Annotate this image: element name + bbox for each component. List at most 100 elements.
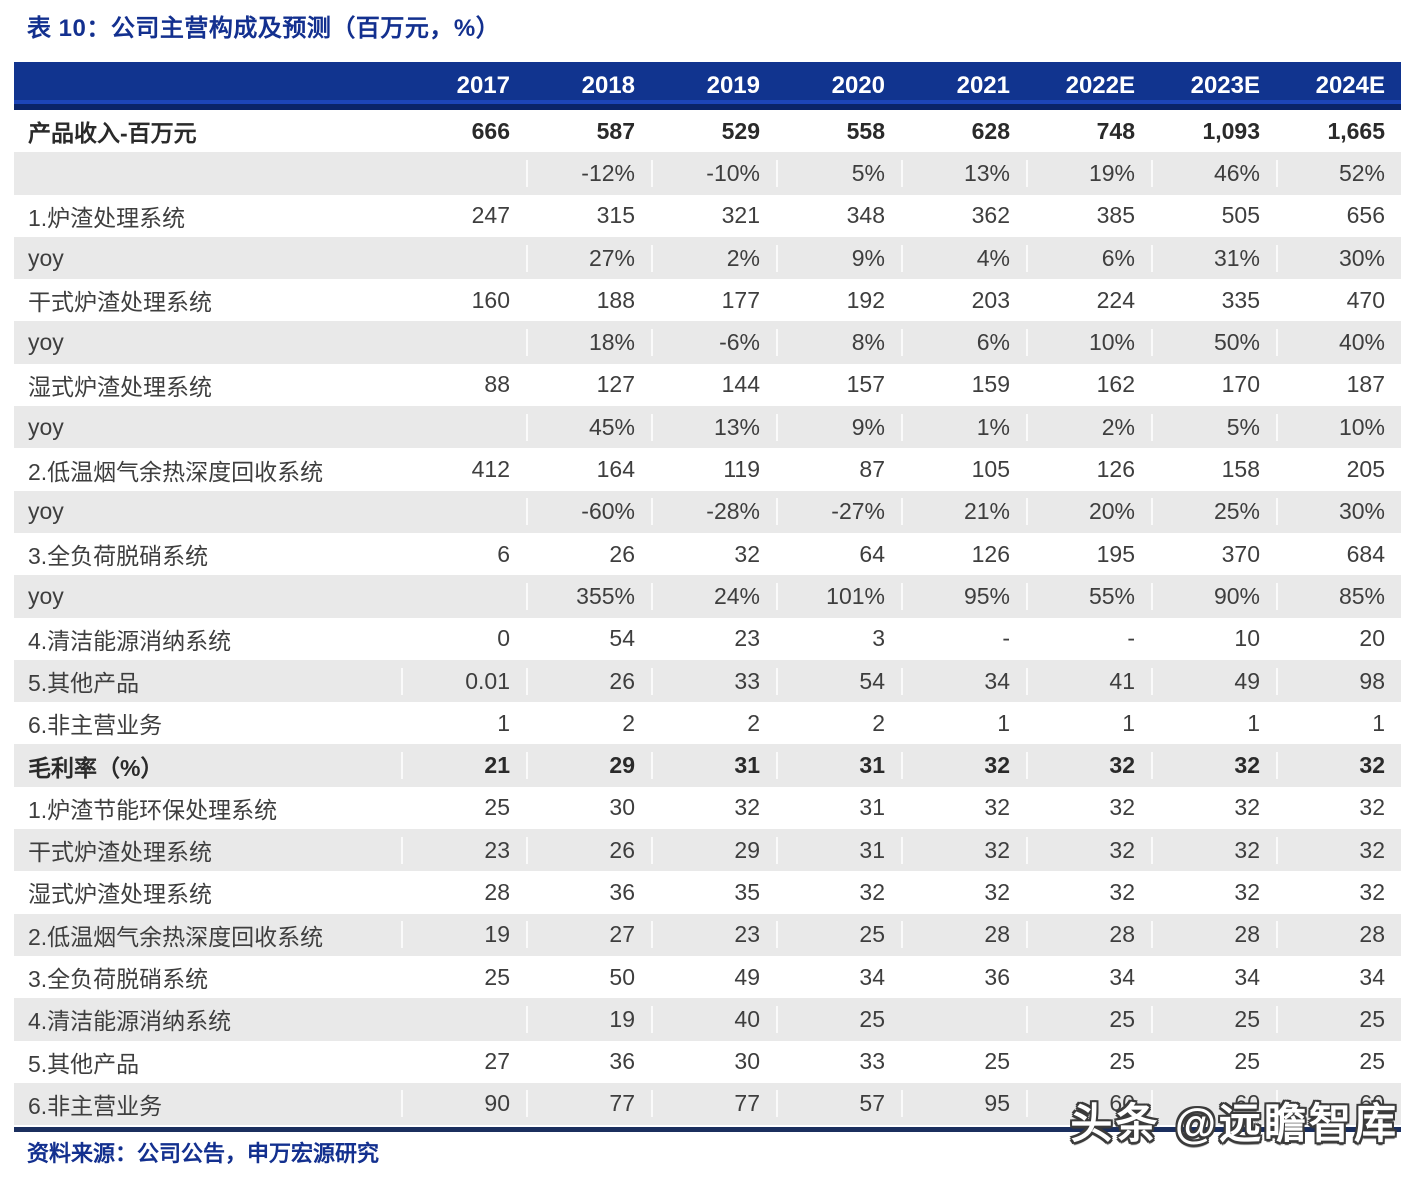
cell-value: 34 (859, 963, 885, 990)
cell-value: 505 (1221, 202, 1260, 229)
cell-value: 170 (1221, 371, 1260, 398)
row-label: 5.其他产品 (28, 670, 140, 696)
header-cell-year: 2018 (581, 72, 635, 99)
cell-value: 31 (776, 837, 901, 864)
row-label: 2.低温烟气余热深度回收系统 (28, 458, 324, 485)
cell-value: 40 (651, 1006, 776, 1033)
header-cell-year: 2024E (1315, 72, 1385, 99)
row-label: 湿式炉渣处理系统 (28, 881, 212, 908)
cell-value: 203 (971, 286, 1010, 313)
cell-value: 119 (723, 456, 760, 483)
cell-value: 32 (1234, 794, 1260, 821)
cell-value: 25 (1276, 1006, 1401, 1033)
cell-value: 49 (1151, 668, 1276, 695)
cell-value: 3 (872, 625, 885, 652)
row-label: 3.全负荷脱硝系统 (28, 543, 209, 570)
cell-value: 33 (651, 668, 776, 695)
cell-value: 162 (1096, 371, 1135, 398)
cell-value: 26 (526, 668, 651, 695)
cell-value: 31 (859, 794, 885, 821)
cell-value: 370 (1221, 540, 1260, 567)
row-label: yoy (28, 244, 64, 271)
cell-value: 32 (1276, 752, 1401, 779)
cell-value: 28 (1151, 921, 1276, 948)
cell-value: 60 (1151, 1090, 1276, 1117)
cell-value: 5% (1151, 414, 1276, 441)
header-cell-year: 2023E (1190, 72, 1260, 99)
cell-value: 28 (1026, 921, 1151, 948)
cell-value: 36 (609, 878, 635, 905)
row-label: 1.炉渣处理系统 (28, 204, 186, 231)
row-label: 毛利率（%） (28, 754, 164, 781)
cell-value: 470 (1346, 286, 1385, 313)
cell-value: 2% (651, 245, 776, 272)
cell-value: 9% (776, 245, 901, 272)
cell-value: 41 (1026, 668, 1151, 695)
cell-value: 247 (471, 202, 510, 229)
cell-value: 684 (1346, 540, 1385, 567)
cell-value: 32 (984, 878, 1010, 905)
cell-value: 25 (1359, 1048, 1385, 1075)
cell-value: 25 (1026, 1006, 1151, 1033)
cell-value: 144 (721, 371, 760, 398)
cell-value: 1 (1247, 709, 1260, 736)
cell-value: 31 (776, 752, 901, 779)
row-label: yoy (28, 329, 64, 356)
cell-value: 164 (596, 456, 635, 483)
cell-value: 32 (1151, 837, 1276, 864)
cell-value: 157 (846, 371, 885, 398)
cell-value: 1 (1122, 709, 1135, 736)
cell-value: 126 (1096, 456, 1135, 483)
table-row: yoy 355% 24% 101% 95% 55% 90% 85% (14, 575, 1401, 618)
cell-value: 90 (401, 1090, 526, 1117)
cell-value: 558 (846, 117, 885, 144)
cell-value: 1,665 (1327, 117, 1385, 144)
table-row: 5.其他产品 0.01 26 33 54 34 41 49 98 (14, 659, 1401, 703)
cell-value: 60 (1276, 1090, 1401, 1117)
cell-value: 187 (1346, 371, 1385, 398)
cell-value: 34 (1109, 963, 1135, 990)
row-label: 干式炉渣处理系统 (28, 289, 212, 316)
cell-value: 5% (776, 160, 901, 187)
cell-value: -12% (526, 160, 651, 187)
table-row: 6.非主营业务 1 2 2 2 1 1 1 1 (14, 702, 1401, 745)
source-note: 资料来源：公司公告，申万宏源研究 (27, 1141, 380, 1166)
cell-value: 412 (471, 456, 510, 483)
cell-value: 205 (1346, 456, 1385, 483)
cell-value: 24% (651, 583, 776, 610)
cell-value: 10 (1234, 625, 1260, 652)
cell-value: 34 (1359, 963, 1385, 990)
cell-value: 158 (1221, 456, 1260, 483)
cell-value: 4% (901, 245, 1026, 272)
row-label: yoy (28, 413, 64, 440)
cell-value: 6% (1026, 245, 1151, 272)
cell-value: 50% (1151, 329, 1276, 356)
cell-value: 32 (901, 752, 1026, 779)
cell-value: 1 (997, 709, 1010, 736)
financial-table: 2017 2018 2019 2020 2021 2022E 2023E 2024E 产品收入… (14, 62, 1401, 1133)
cell-value: 21 (401, 752, 526, 779)
cell-value: 9% (776, 414, 901, 441)
table-row: 2.低温烟气余热深度回收系统 412 164 119 87 105 126 158 205 (14, 448, 1401, 491)
cell-value: 315 (596, 202, 635, 229)
cell-value: 10% (1276, 414, 1401, 441)
header-cell-year: 2022E (1065, 72, 1135, 99)
cell-value: 32 (859, 878, 885, 905)
header-cell-year: 2021 (956, 72, 1010, 99)
table-row: 干式炉渣处理系统 160 188 177 192 203 224 335 470 (14, 279, 1401, 322)
cell-value: 13% (651, 414, 776, 441)
cell-value: 28 (901, 921, 1026, 948)
cell-value: 27% (526, 245, 651, 272)
cell-value: 666 (471, 117, 510, 144)
row-label: 2.低温烟气余热深度回收系统 (28, 923, 324, 950)
cell-value: 23 (734, 625, 760, 652)
cell-value: 1% (901, 414, 1026, 441)
cell-value: 32 (1151, 752, 1276, 779)
cell-value: 32 (984, 794, 1010, 821)
cell-value: 40% (1276, 329, 1401, 356)
cell-value: 88 (484, 371, 510, 398)
cell-value: 19 (526, 1006, 651, 1033)
table-header-row: 2017 2018 2019 2020 2021 2022E 2023E 2024E (14, 62, 1401, 110)
table-row: 3.全负荷脱硝系统 6 26 32 64 126 195 370 684 (14, 532, 1401, 576)
cell-value: 23 (651, 921, 776, 948)
